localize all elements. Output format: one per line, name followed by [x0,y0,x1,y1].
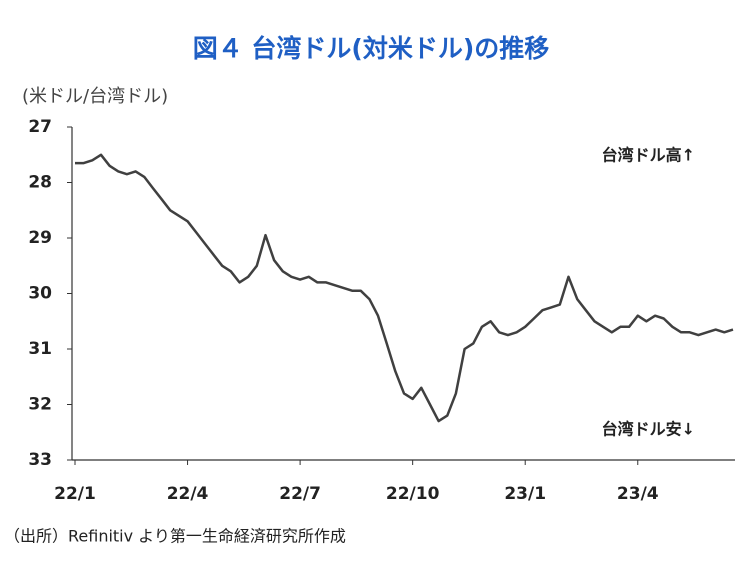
x-tick-label: 22/1 [54,484,96,504]
x-tick-label: 23/1 [504,484,546,504]
y-tick-label: 27 [28,117,52,137]
y-tick-label: 31 [28,339,52,359]
x-tick-label: 23/4 [617,484,659,504]
y-tick-label: 33 [28,450,52,470]
chart-title: 図４ 台湾ドル(対米ドル)の推移 [193,34,550,63]
y-axis-label: (米ドル/台湾ドル) [22,86,168,107]
y-tick-label: 30 [28,284,52,304]
y-tick-label: 29 [28,228,52,248]
data-line [75,153,734,423]
y-tick-label: 32 [28,395,52,415]
x-tick-label: 22/7 [279,484,321,504]
x-tick-label: 22/4 [167,484,209,504]
source-note: （出所）Refinitiv より第一生命経済研究所作成 [4,527,346,546]
y-tick-label: 28 [28,173,52,193]
annotation: 台湾ドル高↑ [602,146,695,165]
x-tick-label: 22/10 [386,484,440,504]
annotation: 台湾ドル安↓ [602,420,695,439]
